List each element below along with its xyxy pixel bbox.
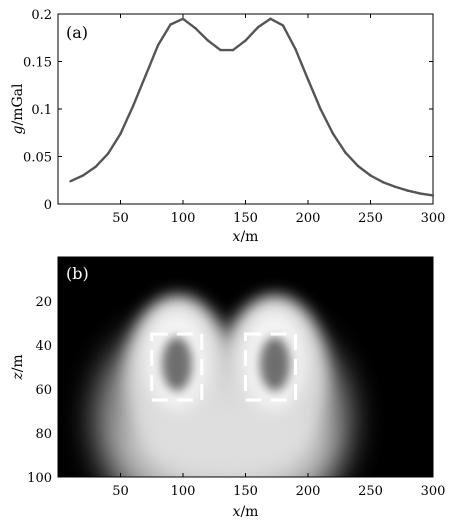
x-tick-label-b: 250 [358,484,383,499]
data-point [219,49,221,51]
data-point [432,194,434,196]
heat-core-right [260,337,290,391]
line-chart-panel-a: 50 100 150 200 250 300 0 0.05 0.1 0.15 0.2 (a) x/m… [10,8,445,245]
y-tick-label-b: 80 [35,427,52,442]
y-axis-var-a: g [10,125,26,134]
data-point [407,190,409,192]
heatmap-panel-b: 50 100 150 200 250 300 20 40 60 80 100 (b) x/m z/m [10,257,445,520]
data-point [94,166,96,168]
x-tick-label-b: 200 [296,484,321,499]
x-axis-unit-b: /m [240,504,258,520]
x-tick-label-a: 200 [296,211,321,226]
x-tick-label-b: 300 [421,484,446,499]
data-point [344,152,346,154]
data-point [269,18,271,20]
data-point [144,75,146,77]
data-point [394,186,396,188]
data-point [82,174,84,176]
data-point [294,48,296,50]
x-axis-label-a: x/m [233,229,259,245]
x-tick-label-b: 100 [171,484,196,499]
data-point [207,39,209,41]
y-tick-label-b: 100 [27,471,52,486]
x-tick-label-a: 250 [358,211,383,226]
y-tick-label-a: 0 [44,198,52,213]
heat-core-left [162,337,192,391]
data-point [244,39,246,41]
y-tick-label-b: 20 [35,295,52,310]
data-point [132,105,134,107]
y-axis-unit-b: /m [10,354,26,372]
x-tick-label-a: 100 [171,211,196,226]
data-point [419,192,421,194]
data-point [69,180,71,182]
x-axis-var-b: x [233,504,241,520]
y-tick-label-b: 40 [35,339,52,354]
x-tick-label-a: 300 [421,211,446,226]
data-point [169,23,171,25]
y-tick-label-a: 0.1 [31,103,52,118]
x-axis-var-a: x [233,229,241,245]
data-point [332,133,334,135]
y-tick-label-a: 0.2 [31,8,52,23]
data-point [107,152,109,154]
data-point [307,78,309,80]
y-tick-label-b: 60 [35,383,52,398]
data-point [382,181,384,183]
x-tick-label-a: 50 [112,211,129,226]
x-tick-label-a: 150 [233,211,258,226]
y-tick-label-a: 0.05 [23,151,52,166]
x-axis-label-b: x/m [233,504,259,520]
data-point [282,24,284,26]
data-point [319,108,321,110]
data-point [182,18,184,20]
y-axis-label-a: g/mGal [10,83,26,134]
panel-label-a: (a) [66,23,88,42]
data-point [119,133,121,135]
x-tick-label-b: 50 [112,484,129,499]
y-tick-label-a: 0.15 [23,56,52,71]
data-point [194,27,196,29]
data-point [232,49,234,51]
x-tick-label-b: 150 [233,484,258,499]
y-axis-unit-a: /mGal [10,83,26,126]
plot-frame-a [58,14,433,204]
y-axis-label-b: z/m [10,354,26,380]
data-point [257,26,259,28]
data-point [357,165,359,167]
data-point [369,174,371,176]
panel-label-b: (b) [66,264,89,283]
data-point [157,44,159,46]
x-axis-unit-a: /m [240,229,258,245]
